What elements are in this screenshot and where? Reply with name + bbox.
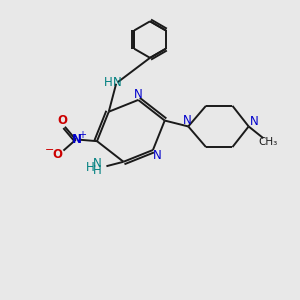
Text: CH₃: CH₃ xyxy=(259,137,278,147)
Text: H: H xyxy=(93,164,102,176)
Text: N: N xyxy=(112,76,122,89)
Text: N: N xyxy=(250,115,258,128)
Text: +: + xyxy=(78,130,86,140)
Text: H: H xyxy=(103,76,112,89)
Text: N: N xyxy=(153,149,162,162)
Text: O: O xyxy=(52,148,62,161)
Text: N: N xyxy=(93,157,102,170)
Text: −: − xyxy=(45,145,54,155)
Text: H: H xyxy=(86,161,95,174)
Text: N: N xyxy=(71,133,81,146)
Text: O: O xyxy=(58,114,68,127)
Text: N: N xyxy=(134,88,142,101)
Text: N: N xyxy=(183,114,192,127)
